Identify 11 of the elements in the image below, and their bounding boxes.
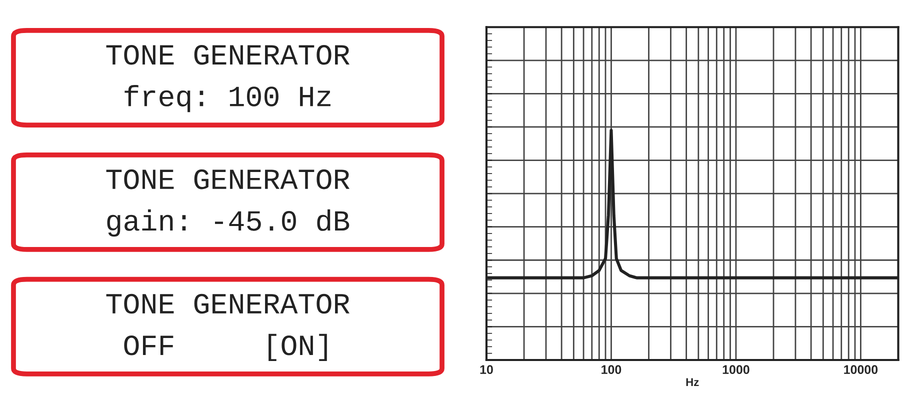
text: TONE GENERATOR [106,294,350,314]
text: TONE GENERATOR [106,169,350,190]
x-axis-title: Hz [686,378,699,386]
x-tick-label: 10 [480,365,493,374]
x-tick-label: 10000 [844,365,878,374]
text: freq: 100 Hz [124,84,330,112]
text: gain: -45.0 dB [107,209,350,237]
text: OFF [ON] [124,334,327,362]
x-tick-label: 100 [602,365,622,374]
text: TONE GENERATOR [106,44,350,65]
x-tick-label: 1000 [722,365,750,374]
